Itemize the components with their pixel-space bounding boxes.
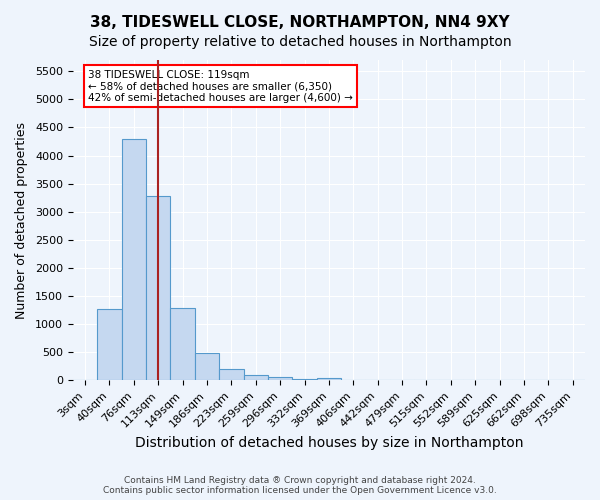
Text: 38, TIDESWELL CLOSE, NORTHAMPTON, NN4 9XY: 38, TIDESWELL CLOSE, NORTHAMPTON, NN4 9X… bbox=[90, 15, 510, 30]
Text: Size of property relative to detached houses in Northampton: Size of property relative to detached ho… bbox=[89, 35, 511, 49]
Bar bbox=[97, 309, 122, 380]
Bar bbox=[170, 308, 195, 380]
X-axis label: Distribution of detached houses by size in Northampton: Distribution of detached houses by size … bbox=[134, 436, 523, 450]
Text: 38 TIDESWELL CLOSE: 119sqm
← 58% of detached houses are smaller (6,350)
42% of s: 38 TIDESWELL CLOSE: 119sqm ← 58% of deta… bbox=[88, 70, 353, 103]
Bar bbox=[146, 196, 170, 380]
Text: Contains HM Land Registry data ® Crown copyright and database right 2024.
Contai: Contains HM Land Registry data ® Crown c… bbox=[103, 476, 497, 495]
Bar bbox=[219, 369, 244, 380]
Bar bbox=[292, 378, 317, 380]
Bar bbox=[244, 376, 268, 380]
Bar bbox=[122, 138, 146, 380]
Y-axis label: Number of detached properties: Number of detached properties bbox=[15, 122, 28, 318]
Bar bbox=[268, 377, 292, 380]
Bar bbox=[317, 378, 341, 380]
Bar bbox=[195, 354, 219, 380]
